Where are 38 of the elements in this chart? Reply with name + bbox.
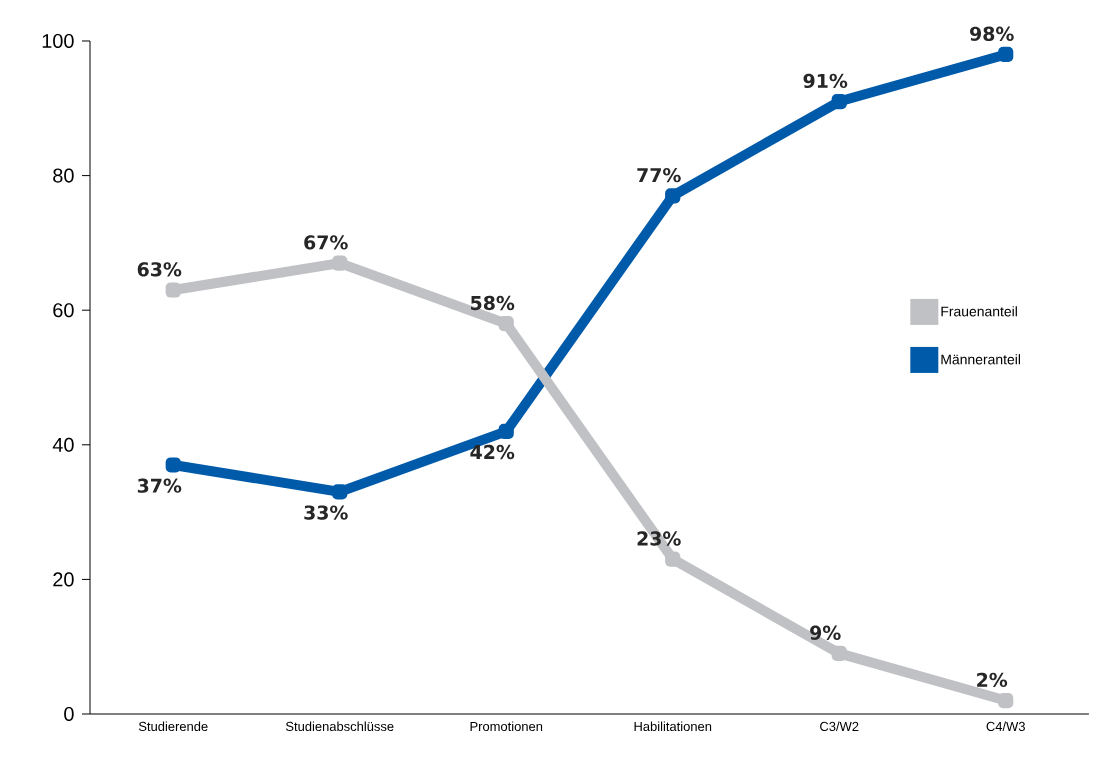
data-label: 42% bbox=[470, 444, 515, 460]
y-tick-label: 100 bbox=[42, 33, 74, 49]
data-label: 58% bbox=[471, 295, 515, 311]
x-tick-label: Studierende bbox=[138, 721, 208, 732]
y-tick-label: 0 bbox=[64, 706, 74, 722]
point bbox=[165, 282, 181, 298]
x-tick-label: C3/W2 bbox=[820, 721, 859, 732]
point bbox=[831, 645, 847, 662]
x-tick-label: Habilitationen bbox=[634, 721, 712, 732]
point bbox=[831, 93, 847, 110]
point bbox=[332, 484, 348, 500]
data-label: 23% bbox=[637, 531, 681, 546]
point bbox=[332, 255, 348, 271]
point bbox=[665, 551, 681, 567]
data-label: 67% bbox=[304, 235, 348, 250]
point bbox=[998, 46, 1014, 63]
legend-label: Männeranteil bbox=[941, 354, 1021, 365]
x-tick-label: Promotionen bbox=[470, 721, 543, 732]
x-tick-label: Studienabschlüsse bbox=[285, 721, 394, 732]
data-label: 98% bbox=[970, 26, 1014, 41]
data-label: 91% bbox=[803, 73, 848, 89]
data-label: 2% bbox=[977, 672, 1008, 688]
x-tick-label: C4/W3 bbox=[986, 721, 1025, 732]
data-label: 37% bbox=[137, 478, 182, 493]
point bbox=[498, 316, 514, 332]
point bbox=[665, 188, 681, 204]
data-label: 77% bbox=[637, 167, 681, 183]
y-tick-label: 40 bbox=[52, 437, 74, 452]
legend-label: Frauenanteil bbox=[941, 306, 1017, 317]
data-label: 33% bbox=[304, 505, 348, 520]
y-tick-label: 80 bbox=[53, 168, 74, 183]
y-tick-label: 60 bbox=[53, 303, 74, 318]
data-label: 63% bbox=[137, 262, 182, 277]
point bbox=[498, 423, 514, 439]
point bbox=[165, 457, 181, 473]
y-tick-label: 20 bbox=[53, 572, 74, 587]
data-label: 9% bbox=[810, 625, 841, 640]
point bbox=[998, 692, 1014, 709]
